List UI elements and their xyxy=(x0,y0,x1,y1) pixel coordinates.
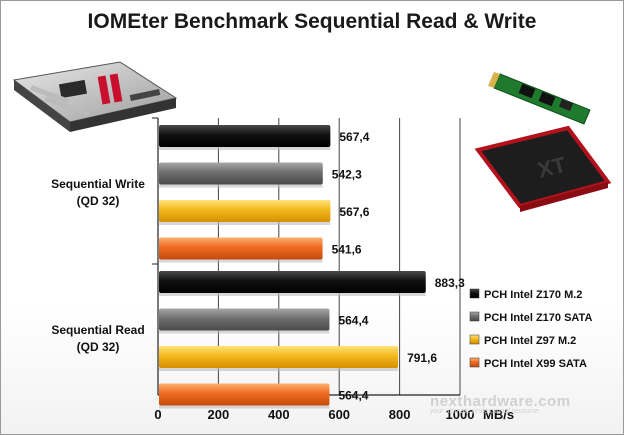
data-label: 564,4 xyxy=(338,314,368,328)
category-label: (QD 32) xyxy=(77,194,120,208)
bar-shadow xyxy=(159,184,323,188)
x-tick-label: 0 xyxy=(154,407,161,422)
data-label: 541,6 xyxy=(332,243,362,257)
motherboard-photo xyxy=(12,61,178,132)
legend-swatch xyxy=(469,288,480,299)
data-label: 542,3 xyxy=(332,168,362,182)
legend-entry: PCH Intel Z97 M.2 xyxy=(484,335,576,347)
bar-shadow xyxy=(159,147,331,150)
x-tick-label: 200 xyxy=(208,407,230,422)
bar-shadow xyxy=(159,405,330,409)
data-label: 883,3 xyxy=(435,276,465,290)
watermark: nexthardware.com your ultimate professio… xyxy=(430,393,620,415)
data-label: 791,6 xyxy=(407,351,437,365)
data-label: 564,4 xyxy=(338,389,368,403)
data-label: 567,4 xyxy=(339,130,369,144)
x-tick-label: 1000 xyxy=(446,407,475,422)
bar xyxy=(159,271,426,293)
watermark-text: nexthardware.com xyxy=(430,393,571,410)
sata-ssd-photo: XT xyxy=(474,125,612,212)
watermark-subtext: your ultimate professional resource xyxy=(430,408,539,415)
legend-swatch xyxy=(469,334,480,345)
bar-shadow xyxy=(159,330,330,334)
bar-shadow xyxy=(159,368,399,371)
data-label: 567,6 xyxy=(339,205,369,219)
category-label: (QD 32) xyxy=(77,340,120,354)
legend-entry: PCH Intel Z170 SATA xyxy=(484,312,592,324)
x-tick-label: 400 xyxy=(268,407,290,422)
x-tick-label: 800 xyxy=(389,407,411,422)
bar xyxy=(159,162,323,185)
bar xyxy=(159,237,323,260)
bar xyxy=(159,200,331,222)
bar-shadow xyxy=(159,222,331,225)
m2-ssd-photo xyxy=(488,72,591,125)
bar xyxy=(159,308,330,331)
legend-swatch xyxy=(469,311,480,322)
legend-swatch xyxy=(469,357,480,368)
legend-entry: PCH Intel Z170 M.2 xyxy=(484,289,582,301)
x-tick-label: 600 xyxy=(328,407,350,422)
bar-shadow xyxy=(159,293,426,296)
category-label: Sequential Read xyxy=(51,323,144,337)
bar-shadow xyxy=(159,259,323,263)
bar xyxy=(159,346,399,368)
chart-title: IOMEter Benchmark Sequential Read & Writ… xyxy=(87,10,537,33)
legend-entry: PCH Intel X99 SATA xyxy=(484,358,587,370)
category-label: Sequential Write xyxy=(51,177,145,191)
x-axis-label: MB/s xyxy=(483,407,514,422)
bar xyxy=(159,125,331,147)
bar xyxy=(159,383,330,406)
